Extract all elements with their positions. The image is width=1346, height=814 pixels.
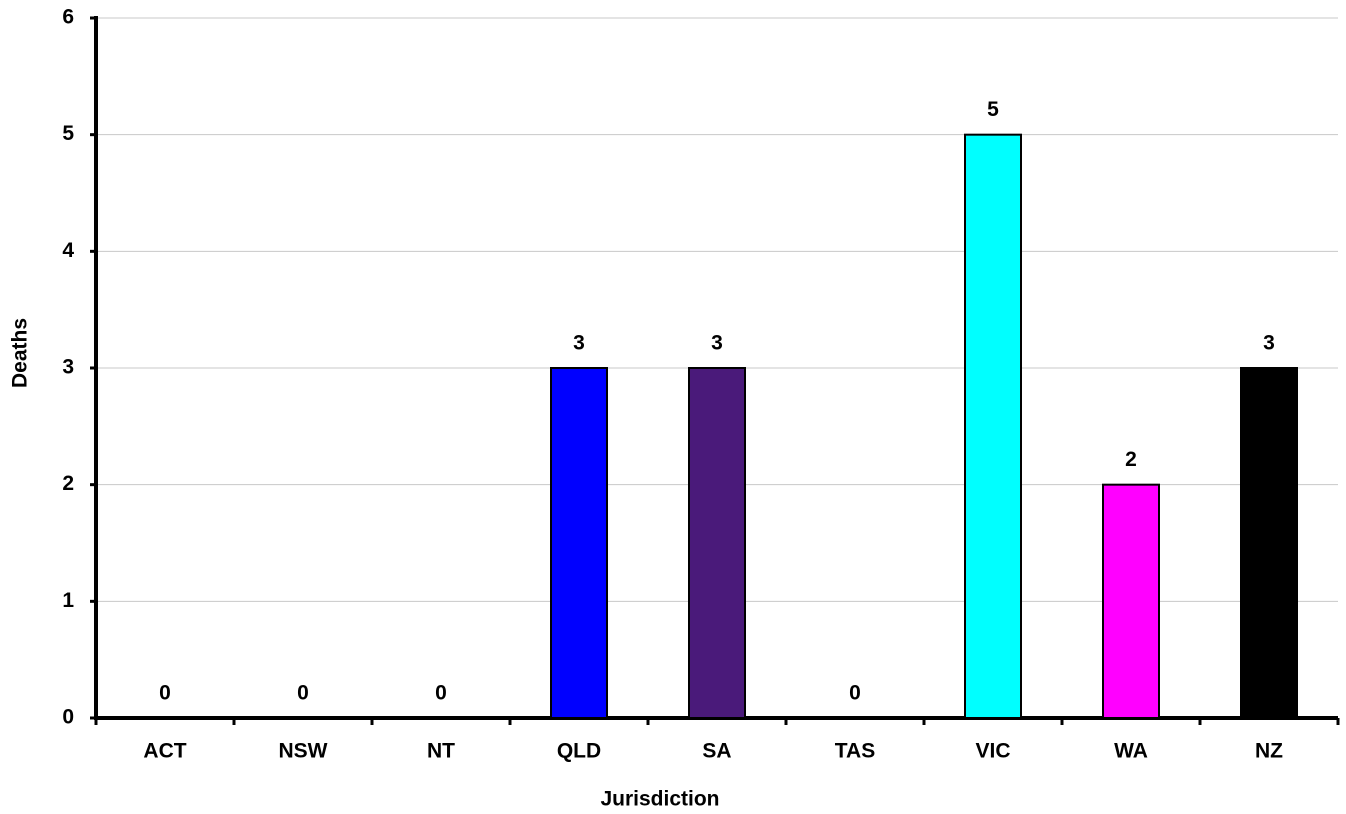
bar: [1102, 483, 1160, 719]
data-label: 3: [573, 332, 585, 355]
x-tick-label: SA: [702, 740, 731, 763]
y-tick-label: 1: [62, 589, 74, 612]
bar: [964, 133, 1022, 719]
data-label: 0: [297, 682, 309, 705]
data-label: 0: [849, 682, 861, 705]
x-tick-label: WA: [1114, 740, 1148, 763]
bar: [550, 367, 608, 719]
y-tick-label: 0: [62, 706, 74, 729]
data-label: 0: [159, 682, 171, 705]
y-tick-label: 4: [62, 239, 74, 262]
data-label: 0: [435, 682, 447, 705]
x-tick-label: NSW: [279, 740, 328, 763]
y-tick-label: 2: [62, 472, 74, 495]
x-tick-label: VIC: [975, 740, 1010, 763]
bar: [1240, 367, 1298, 719]
y-tick-label: 5: [62, 122, 74, 145]
x-axis-label: Jurisdiction: [600, 788, 719, 811]
y-axis-label: Deaths: [9, 318, 32, 388]
x-tick-label: QLD: [557, 740, 601, 763]
bar: [688, 367, 746, 719]
data-label: 3: [1263, 332, 1275, 355]
data-label: 5: [987, 98, 999, 121]
x-tick-label: TAS: [835, 740, 875, 763]
y-tick-label: 3: [62, 356, 74, 379]
x-tick-label: NT: [427, 740, 455, 763]
data-label: 2: [1125, 448, 1137, 471]
data-label: 3: [711, 332, 723, 355]
x-tick-label: ACT: [143, 740, 186, 763]
x-tick-label: NZ: [1255, 740, 1283, 763]
y-tick-label: 6: [62, 6, 74, 29]
